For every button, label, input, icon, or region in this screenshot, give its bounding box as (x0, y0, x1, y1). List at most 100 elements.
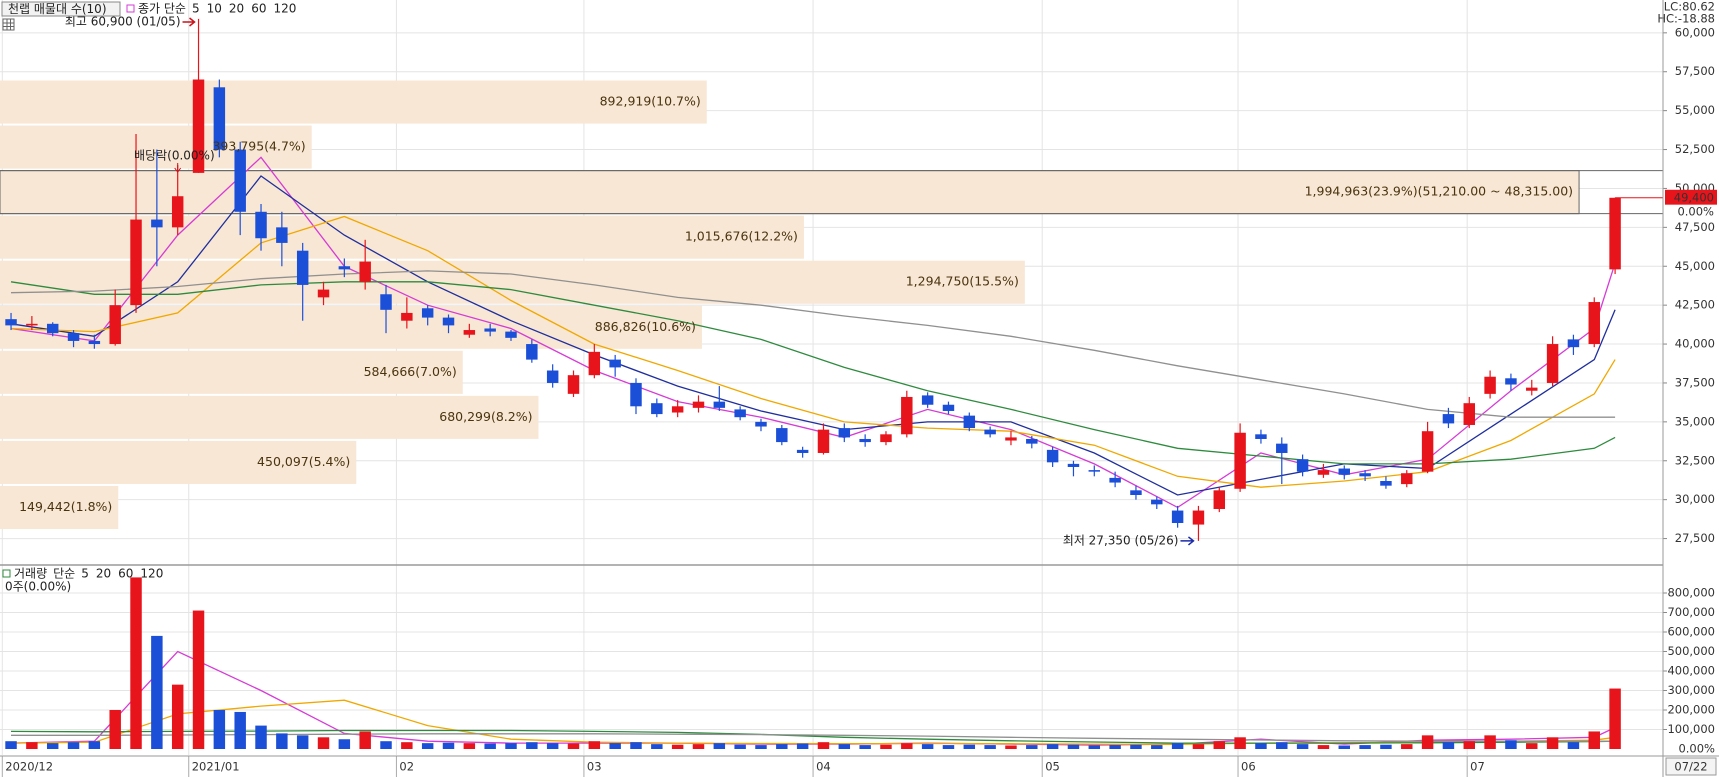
candle-body (317, 289, 330, 298)
table-icon[interactable] (2, 18, 15, 31)
candle-body (380, 294, 392, 310)
last-change-box (1665, 204, 1717, 218)
moving-average-line (10, 270, 1616, 418)
low-annotation: 최저 27,350 (05/26) (1063, 533, 1179, 547)
volume-bar (26, 742, 38, 749)
y-tick-label: 52,500 (1675, 142, 1715, 156)
volume-bar (109, 709, 121, 749)
volume-bar (1088, 745, 1101, 749)
candle-body (1442, 414, 1455, 424)
indicator: LC:80.62 (1664, 0, 1715, 14)
volume-bar (942, 745, 955, 749)
candle-body (984, 429, 996, 435)
candle-body (109, 305, 121, 345)
candle-body (630, 382, 642, 407)
volume-bar (1276, 742, 1288, 749)
candle-body (1192, 510, 1205, 525)
volume-profile-band (0, 440, 357, 484)
volume-bar (859, 745, 871, 749)
x-tick-label: 06 (1241, 760, 1256, 774)
volume-bar (401, 742, 413, 749)
candle-body (609, 359, 621, 368)
candle-body (26, 323, 38, 326)
volume-bar (421, 743, 434, 749)
volume-profile-band (0, 125, 312, 169)
y-tick-label: 40,000 (1675, 337, 1715, 351)
title-box[interactable] (1, 1, 121, 17)
candle-body (192, 79, 205, 173)
ex-dividend-annotation: 배당락(0.00%) (134, 149, 215, 163)
volume-bar (255, 725, 267, 749)
volume-bar (567, 743, 580, 749)
volume-bar (1588, 731, 1600, 749)
volume-bar (1255, 743, 1267, 749)
moving-average-line (10, 729, 1616, 744)
volume-profile-label: 1,294,750(15.5%) (906, 274, 1019, 289)
x-tick-label: 2021/01 (192, 760, 240, 774)
candle-body (151, 219, 163, 228)
volume-bar (1171, 743, 1184, 749)
candle-body (1380, 480, 1392, 486)
volume-bar (1526, 743, 1538, 749)
volume-bar (588, 741, 601, 749)
volume-bar (1109, 745, 1121, 749)
candle-body (1213, 490, 1226, 510)
volume-bar (1234, 737, 1246, 749)
y-tick-label: 35,000 (1675, 414, 1715, 428)
volume-profile-band (0, 485, 119, 530)
candle-body (1526, 387, 1538, 391)
volume-bar (130, 577, 142, 749)
volume-bar (1609, 688, 1621, 749)
volume-bar (234, 711, 246, 749)
x-tick-label: 2020/12 (5, 760, 53, 774)
candle-body (1046, 449, 1059, 463)
y-tick-label: 45,000 (1675, 259, 1715, 273)
x-tick-label: 05 (1045, 760, 1060, 774)
candle-body (1171, 510, 1184, 524)
y-tick-label: 500,000 (1667, 644, 1715, 658)
y-tick-label: 700,000 (1667, 605, 1715, 619)
candle-body (859, 438, 871, 443)
volume-bar (921, 744, 934, 749)
candle-body (401, 312, 413, 321)
volume-bar (630, 742, 642, 749)
candle-body (963, 415, 976, 429)
candle-body (588, 351, 601, 376)
chart-title: 천랩 매물대 수(10) (8, 1, 107, 16)
volume-bar (1380, 744, 1392, 749)
candle-body (5, 319, 17, 326)
volume-bar (1317, 745, 1330, 749)
volume-bar (1546, 737, 1559, 749)
legend-entry: 20 (96, 567, 111, 581)
volume-bar (838, 744, 851, 749)
y-tick-label: 600,000 (1667, 624, 1715, 638)
candle-body (1276, 443, 1288, 453)
volume-bar (1067, 744, 1080, 749)
high-arrow (182, 17, 196, 27)
volume-bar (1359, 745, 1371, 749)
candle-body (1234, 432, 1246, 489)
legend-entry: 120 (140, 567, 163, 581)
candle-body (776, 428, 788, 443)
volume-bar (67, 742, 80, 749)
candle-body (484, 328, 496, 332)
volume-profile-band (0, 395, 539, 439)
legend-marker (126, 4, 135, 13)
volume-bar (1005, 745, 1017, 749)
volume-bar (338, 739, 351, 749)
y-tick-label: 27,500 (1675, 531, 1715, 545)
candle-body (755, 421, 767, 427)
y-tick-label: 100,000 (1667, 722, 1715, 736)
candle-body (276, 227, 288, 243)
moving-average-line (11, 733, 1616, 742)
volume-bar (1192, 744, 1205, 749)
high-annotation: 최고 60,900 (01/05) (65, 15, 181, 29)
volume-bar (317, 737, 330, 749)
volume-profile-label: 680,299(8.2%) (439, 409, 532, 424)
candle-body (1296, 459, 1309, 472)
volume-bar (755, 745, 767, 749)
candle-body (713, 401, 726, 408)
candle-body (567, 375, 580, 394)
volume-bar (963, 744, 976, 749)
volume-bar (984, 745, 996, 749)
